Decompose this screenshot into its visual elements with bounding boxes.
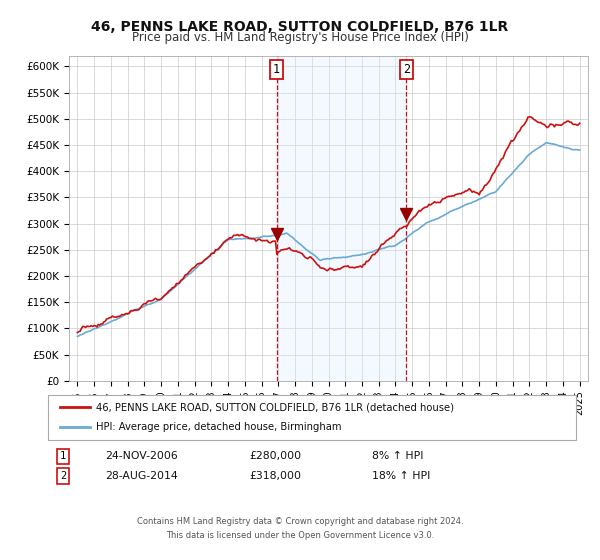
Text: 8% ↑ HPI: 8% ↑ HPI [372,451,424,461]
Text: 18% ↑ HPI: 18% ↑ HPI [372,471,430,481]
Text: Contains HM Land Registry data © Crown copyright and database right 2024.: Contains HM Land Registry data © Crown c… [137,516,463,526]
Bar [277,56,406,381]
Text: HPI: Average price, detached house, Birmingham: HPI: Average price, detached house, Birm… [96,422,341,432]
Text: £318,000: £318,000 [249,471,301,481]
Text: 46, PENNS LAKE ROAD, SUTTON COLDFIELD, B76 1LR (detached house): 46, PENNS LAKE ROAD, SUTTON COLDFIELD, B… [96,402,454,412]
Text: 2: 2 [403,63,410,76]
Text: 46, PENNS LAKE ROAD, SUTTON COLDFIELD, B76 1LR: 46, PENNS LAKE ROAD, SUTTON COLDFIELD, B… [91,20,509,34]
Text: 28-AUG-2014: 28-AUG-2014 [105,471,178,481]
Text: 2: 2 [60,471,66,481]
Text: 24-NOV-2006: 24-NOV-2006 [105,451,178,461]
Text: 1: 1 [273,63,280,76]
Text: Price paid vs. HM Land Registry's House Price Index (HPI): Price paid vs. HM Land Registry's House … [131,31,469,44]
Text: This data is licensed under the Open Government Licence v3.0.: This data is licensed under the Open Gov… [166,531,434,540]
Text: 1: 1 [60,451,66,461]
Text: £280,000: £280,000 [249,451,301,461]
